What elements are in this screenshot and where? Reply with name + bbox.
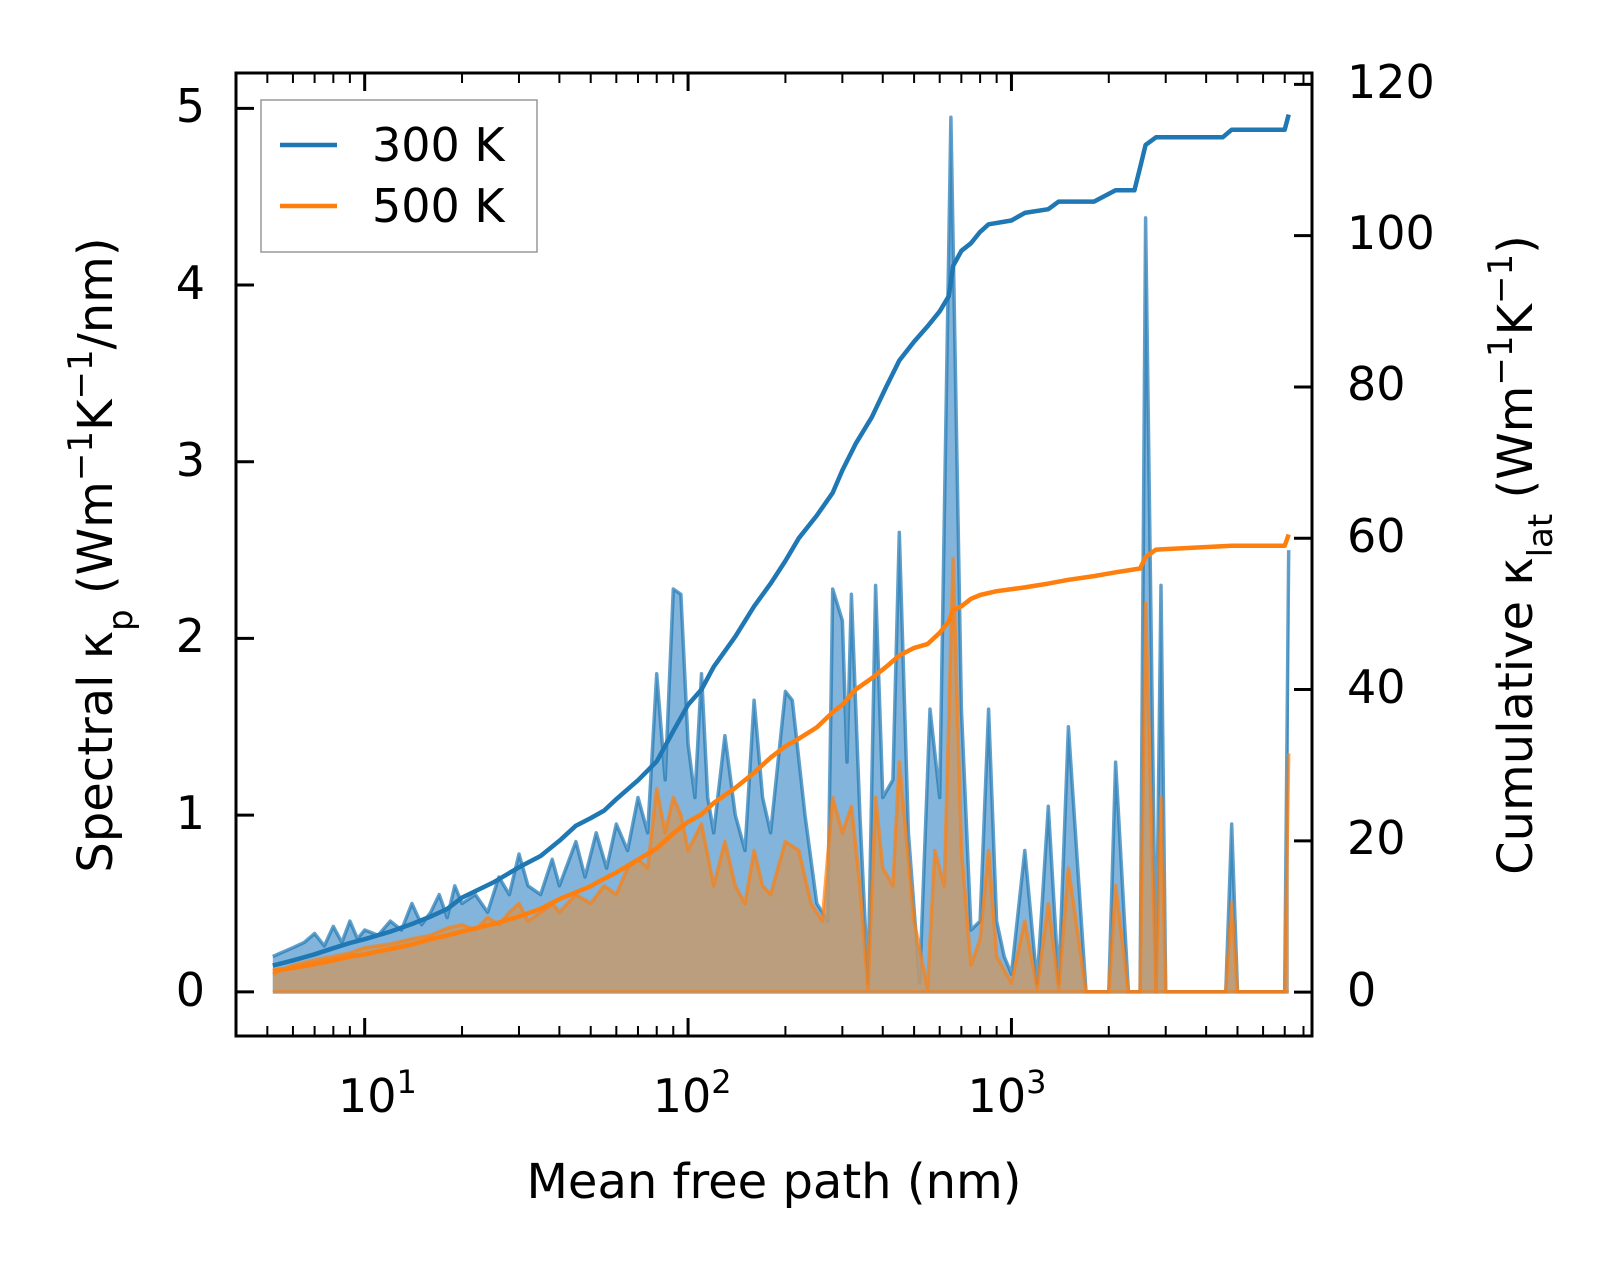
spectral-fill-500k (272, 558, 1289, 992)
y-right-tick-label: 60 (1347, 509, 1406, 563)
x-axis-label: Mean free path (nm) (527, 1154, 1022, 1210)
y-right-tick-label: 40 (1347, 660, 1406, 714)
legend-label-300k: 300 K (372, 118, 506, 172)
y-left-tick-label: 4 (176, 256, 205, 310)
x-tick-label: 102 (653, 1063, 732, 1123)
legend-frame (260, 99, 538, 253)
y-left-tick-label: 3 (176, 433, 205, 487)
spectral-line-500k (272, 557, 1291, 994)
y-right-axis-label: Cumulative κlat (Wm−1K−1) (1481, 235, 1561, 875)
x-tick-label: 101 (338, 1063, 417, 1123)
legend-label-500k: 500 K (372, 179, 506, 233)
y-right-tick-label: 20 (1347, 811, 1406, 865)
x-tick-label: 103 (968, 1063, 1047, 1123)
spectral-fills (272, 115, 1291, 994)
series-lines (272, 114, 1291, 974)
y-right-tick-label: 100 (1347, 206, 1435, 260)
spectral-fill-300k (272, 117, 1289, 992)
y-left-tick-label: 0 (176, 963, 205, 1017)
y-left-tick-label: 2 (176, 609, 205, 663)
y-left-tick-label: 1 (176, 786, 205, 840)
cumulative-line-300k (272, 114, 1291, 968)
y-left-axis-label: Spectral κp (Wm−1K−1/nm) (61, 237, 141, 872)
legend: 300 K 500 K (260, 99, 538, 253)
y-right-tick-label: 0 (1347, 963, 1376, 1017)
cumulative-line-500k (272, 533, 1291, 974)
axis-ticks (235, 73, 1312, 1036)
y-left-tick-label: 5 (176, 79, 205, 133)
plot-frame (234, 71, 1314, 1038)
y-right-tick-label: 120 (1347, 55, 1435, 109)
spectral-line-300k (272, 115, 1291, 994)
y-right-tick-label: 80 (1347, 357, 1406, 411)
